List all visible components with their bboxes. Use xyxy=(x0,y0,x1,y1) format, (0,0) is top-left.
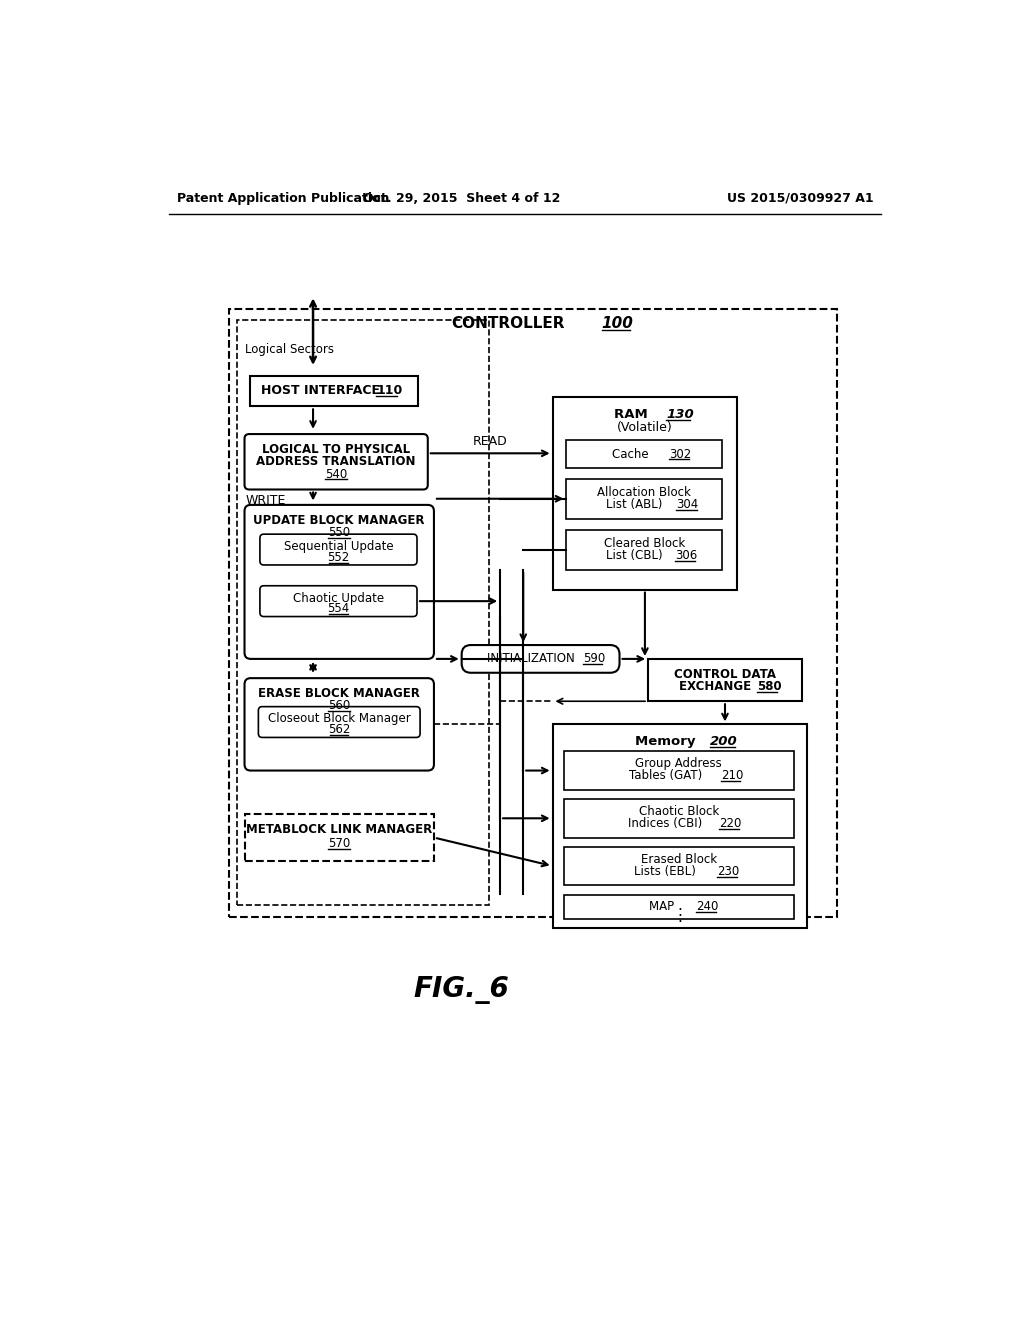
Bar xyxy=(566,441,722,469)
Text: 240: 240 xyxy=(695,900,718,913)
Text: US 2015/0309927 A1: US 2015/0309927 A1 xyxy=(727,191,873,205)
FancyBboxPatch shape xyxy=(462,645,620,673)
Text: 306: 306 xyxy=(675,549,697,562)
Text: UPDATE BLOCK MANAGER: UPDATE BLOCK MANAGER xyxy=(254,513,425,527)
FancyBboxPatch shape xyxy=(245,506,434,659)
Text: EXCHANGE: EXCHANGE xyxy=(679,680,756,693)
Text: Allocation Block: Allocation Block xyxy=(597,486,691,499)
Text: Tables (GAT): Tables (GAT) xyxy=(629,770,706,783)
Bar xyxy=(564,799,794,838)
Text: Erased Block: Erased Block xyxy=(641,853,717,866)
Text: CONTROL DATA: CONTROL DATA xyxy=(674,668,776,681)
Text: WRITE: WRITE xyxy=(246,494,287,507)
Text: READ: READ xyxy=(473,436,508,449)
FancyBboxPatch shape xyxy=(245,434,428,490)
Text: ERASE BLOCK MANAGER: ERASE BLOCK MANAGER xyxy=(258,686,420,700)
Text: Closeout Block Manager: Closeout Block Manager xyxy=(268,713,411,726)
Bar xyxy=(648,659,802,701)
Text: Cache: Cache xyxy=(612,447,652,461)
Text: 110: 110 xyxy=(376,384,402,397)
Text: 100: 100 xyxy=(602,317,634,331)
Text: 554: 554 xyxy=(328,602,349,615)
Bar xyxy=(237,321,489,906)
Text: Group Address: Group Address xyxy=(636,758,722,770)
Text: List (CBL): List (CBL) xyxy=(606,549,667,562)
Text: 200: 200 xyxy=(711,735,738,748)
Text: .: . xyxy=(677,904,682,919)
Text: LOGICAL TO PHYSICAL: LOGICAL TO PHYSICAL xyxy=(262,444,411,455)
Text: 562: 562 xyxy=(328,723,350,737)
Bar xyxy=(245,814,434,861)
Text: 540: 540 xyxy=(325,467,347,480)
Text: Patent Application Publication: Patent Application Publication xyxy=(177,191,389,205)
Bar xyxy=(566,479,722,519)
Text: CONTROLLER: CONTROLLER xyxy=(452,317,564,331)
Text: Logical Sectors: Logical Sectors xyxy=(245,343,334,356)
Text: INITIALIZATION: INITIALIZATION xyxy=(487,652,579,665)
Bar xyxy=(250,376,418,407)
FancyBboxPatch shape xyxy=(260,535,417,565)
Text: HOST INTERFACE: HOST INTERFACE xyxy=(260,384,384,397)
FancyBboxPatch shape xyxy=(258,706,420,738)
Text: 590: 590 xyxy=(583,652,605,665)
Text: ADDRESS TRANSLATION: ADDRESS TRANSLATION xyxy=(256,455,416,469)
Text: .: . xyxy=(677,909,682,925)
Text: 230: 230 xyxy=(717,865,739,878)
Bar xyxy=(553,397,737,590)
Text: 210: 210 xyxy=(721,770,743,783)
Bar xyxy=(229,309,838,917)
Text: Lists (EBL): Lists (EBL) xyxy=(635,865,700,878)
Bar xyxy=(566,529,722,570)
Text: 130: 130 xyxy=(667,408,694,421)
Text: (Volatile): (Volatile) xyxy=(617,421,673,434)
Text: .: . xyxy=(677,898,682,913)
Bar xyxy=(553,725,807,928)
Text: METABLOCK LINK MANAGER: METABLOCK LINK MANAGER xyxy=(246,824,432,837)
Text: RAM: RAM xyxy=(614,408,652,421)
Text: 304: 304 xyxy=(677,499,698,511)
Text: 580: 580 xyxy=(758,680,782,693)
Text: Chaotic Block: Chaotic Block xyxy=(639,805,719,818)
Text: 302: 302 xyxy=(669,447,691,461)
Text: Sequential Update: Sequential Update xyxy=(284,540,393,553)
Text: 552: 552 xyxy=(328,550,349,564)
Text: 550: 550 xyxy=(328,527,350,539)
Text: FIG._6: FIG._6 xyxy=(414,975,510,1005)
Text: 220: 220 xyxy=(719,817,741,830)
Text: Cleared Block: Cleared Block xyxy=(603,537,685,550)
FancyBboxPatch shape xyxy=(260,586,417,616)
FancyBboxPatch shape xyxy=(245,678,434,771)
Text: List (ABL): List (ABL) xyxy=(606,499,667,511)
Text: Memory: Memory xyxy=(636,735,700,748)
Text: 560: 560 xyxy=(328,700,350,713)
Text: Chaotic Update: Chaotic Update xyxy=(293,591,384,605)
Text: Oct. 29, 2015  Sheet 4 of 12: Oct. 29, 2015 Sheet 4 of 12 xyxy=(362,191,560,205)
Bar xyxy=(564,847,794,886)
Text: Indices (CBI): Indices (CBI) xyxy=(629,817,707,830)
Text: MAP: MAP xyxy=(649,900,678,913)
Bar xyxy=(564,751,794,789)
Text: 570: 570 xyxy=(328,837,350,850)
Bar xyxy=(564,895,794,919)
